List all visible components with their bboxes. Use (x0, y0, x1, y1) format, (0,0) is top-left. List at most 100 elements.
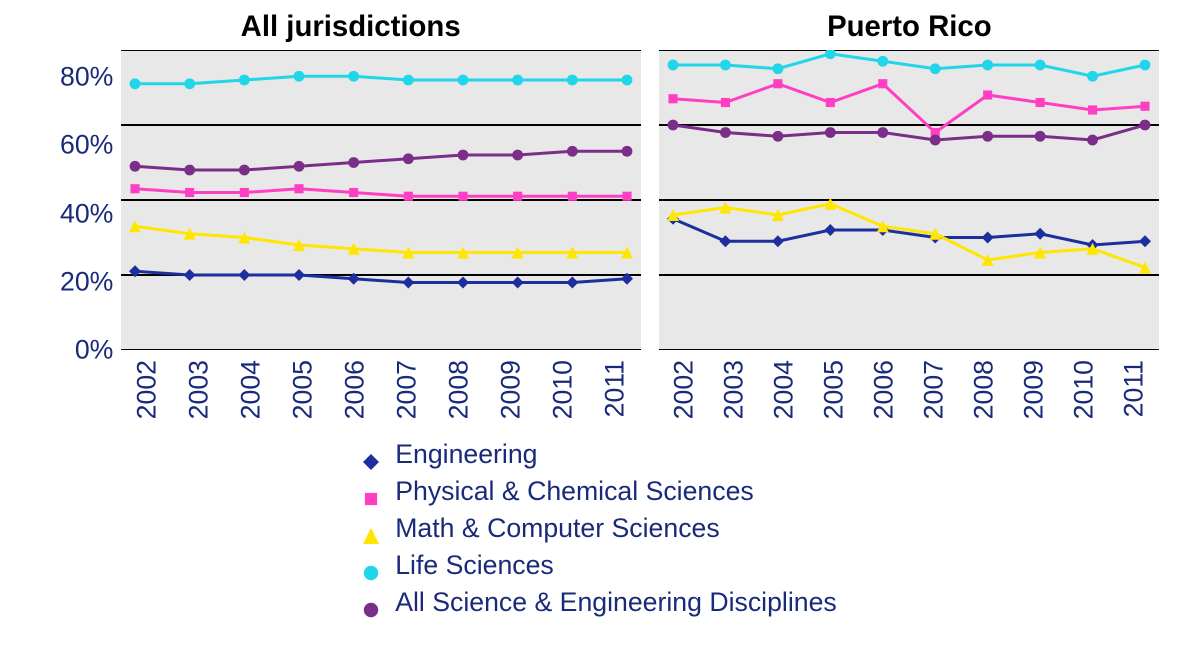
series-marker-phys_chem (404, 192, 413, 201)
series-marker-all_se (720, 127, 731, 138)
legend-item-all_se: All Science & Engineering Disciplines (363, 587, 837, 618)
series-marker-life_sci (878, 56, 889, 67)
legend-label: Math & Computer Sciences (395, 513, 719, 544)
series-marker-all_se (294, 161, 305, 172)
series-marker-engineering (1034, 228, 1046, 240)
series-marker-engineering (720, 235, 732, 247)
legend: Engineering Physical & Chemical Sciences M… (363, 439, 837, 618)
series-marker-all_se (622, 146, 633, 157)
series-line-life_sci (673, 54, 1145, 77)
series-marker-phys_chem (1141, 102, 1150, 111)
series-marker-phys_chem (623, 192, 632, 201)
series-marker-all_se (130, 161, 141, 172)
plot-area (659, 50, 1159, 350)
legend-label: All Science & Engineering Disciplines (395, 587, 837, 618)
series-marker-all_se (878, 127, 889, 138)
series-marker-all_se (349, 157, 360, 168)
legend-item-math_cs: Math & Computer Sciences (363, 513, 719, 544)
series-marker-phys_chem (1088, 105, 1097, 114)
series-marker-life_sci (567, 75, 578, 86)
legend-marker-icon (363, 594, 381, 612)
series-marker-phys_chem (1036, 98, 1045, 107)
legend-label: Life Sciences (395, 550, 554, 581)
series-line-phys_chem (135, 189, 627, 197)
chart-title: Puerto Rico (827, 10, 992, 44)
legend-marker-icon (363, 483, 381, 501)
x-tick-label: 2006 (859, 360, 909, 419)
x-tick-label: 2002 (659, 360, 709, 419)
x-tick-label: 2010 (1059, 360, 1109, 419)
series-marker-life_sci (130, 78, 141, 89)
series-marker-engineering (293, 269, 305, 281)
x-axis: 2002200320042005200620072008200920102011 (121, 350, 641, 419)
series-marker-phys_chem (185, 188, 194, 197)
series-marker-life_sci (239, 75, 250, 86)
y-tick-label: 60% (60, 132, 113, 159)
series-marker-phys_chem (568, 192, 577, 201)
series-marker-life_sci (1140, 60, 1151, 71)
series-line-life_sci (135, 76, 627, 84)
x-tick-label: 2011 (1109, 360, 1159, 419)
x-tick-label: 2007 (381, 360, 433, 419)
series-marker-life_sci (773, 63, 784, 74)
series-marker-all_se (403, 153, 414, 164)
series-marker-phys_chem (721, 98, 730, 107)
series-marker-engineering (982, 232, 994, 244)
plot-svg (659, 50, 1159, 350)
legend-marker-icon (363, 520, 381, 538)
series-marker-engineering (825, 224, 837, 236)
series-marker-phys_chem (983, 90, 992, 99)
plot-outer: 80%60%40%20%0%20022003200420052006200720… (60, 50, 641, 419)
series-marker-engineering (772, 235, 784, 247)
legend-label: Physical & Chemical Sciences (395, 476, 754, 507)
series-marker-all_se (668, 120, 679, 131)
series-marker-phys_chem (459, 192, 468, 201)
series-marker-all_se (567, 146, 578, 157)
plot-area (121, 50, 641, 350)
series-marker-all_se (185, 165, 196, 176)
x-tick-label: 2002 (121, 360, 173, 419)
x-tick-label: 2004 (225, 360, 277, 419)
series-marker-life_sci (294, 71, 305, 82)
series-marker-life_sci (930, 63, 941, 74)
x-tick-label: 2009 (1009, 360, 1059, 419)
plot-outer: 2002200320042005200620072008200920102011 (659, 50, 1159, 419)
x-axis: 2002200320042005200620072008200920102011 (659, 350, 1159, 419)
plot-svg (121, 50, 641, 350)
series-marker-engineering (512, 277, 524, 289)
legend-label: Engineering (395, 439, 537, 470)
series-marker-life_sci (1035, 60, 1046, 71)
series-marker-phys_chem (295, 184, 304, 193)
x-tick-label: 2003 (173, 360, 225, 419)
figure: All jurisdictions80%60%40%20%0%200220032… (0, 0, 1200, 668)
x-tick-label: 2003 (709, 360, 759, 419)
series-marker-phys_chem (879, 79, 888, 88)
x-tick-label: 2005 (809, 360, 859, 419)
series-marker-all_se (930, 135, 941, 146)
y-tick-label: 20% (60, 268, 113, 295)
series-marker-life_sci (668, 60, 679, 71)
x-tick-label: 2005 (277, 360, 329, 419)
plot-column: 2002200320042005200620072008200920102011 (121, 50, 641, 419)
series-marker-phys_chem (826, 98, 835, 107)
series-marker-all_se (983, 131, 994, 142)
legend-marker-icon (363, 557, 381, 575)
series-line-math_cs (673, 204, 1145, 268)
series-line-engineering (135, 271, 627, 282)
series-marker-all_se (825, 127, 836, 138)
series-marker-all_se (1088, 135, 1099, 146)
x-tick-label: 2011 (589, 360, 641, 419)
series-marker-life_sci (513, 75, 524, 86)
series-marker-all_se (458, 150, 469, 161)
series-marker-life_sci (1088, 71, 1099, 82)
x-tick-label: 2006 (329, 360, 381, 419)
series-marker-engineering (239, 269, 251, 281)
x-tick-label: 2009 (485, 360, 537, 419)
series-marker-life_sci (349, 71, 360, 82)
series-marker-life_sci (458, 75, 469, 86)
chart-panel-all_jurisdictions: All jurisdictions80%60%40%20%0%200220032… (60, 10, 641, 419)
series-marker-all_se (239, 165, 250, 176)
series-line-math_cs (135, 226, 627, 252)
x-tick-label: 2010 (537, 360, 589, 419)
series-marker-phys_chem (131, 184, 140, 193)
